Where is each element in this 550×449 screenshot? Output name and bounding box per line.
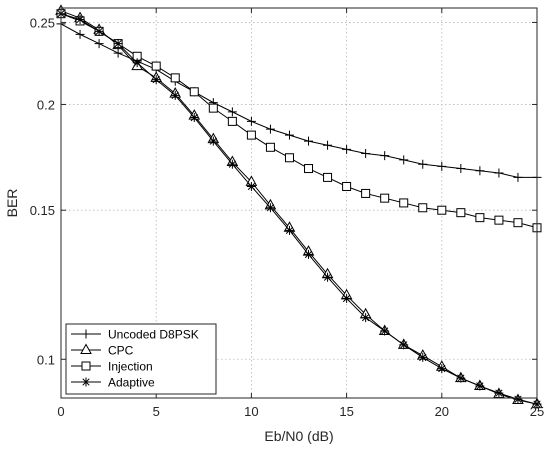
- data-point: [342, 293, 352, 303]
- data-point: [284, 130, 294, 140]
- data-point: [304, 136, 314, 146]
- data-point: [380, 193, 390, 203]
- data-point: [75, 29, 85, 39]
- x-tick-label: 5: [153, 404, 160, 419]
- y-tick-label: 0.25: [30, 15, 55, 30]
- legend-marker: [80, 343, 92, 354]
- data-point: [113, 48, 123, 58]
- data-point: [189, 113, 199, 123]
- y-axis-title: BER: [4, 189, 20, 218]
- data-point: [437, 364, 447, 374]
- x-tick-label: 0: [57, 404, 64, 419]
- series-adaptive: [56, 9, 542, 409]
- data-point: [265, 203, 275, 213]
- legend-item-uncoded-d8psk: Uncoded D8PSK: [71, 328, 199, 342]
- axis-ticks: 0 5 10 15 20 25 0.1 0.15 0.2 0.25: [30, 8, 544, 419]
- plot-frame: [60, 7, 538, 399]
- data-point: [342, 181, 352, 191]
- data-point: [151, 75, 161, 85]
- data-point: [475, 166, 485, 176]
- data-point: [94, 26, 104, 36]
- data-point: [94, 39, 104, 49]
- data-point: [170, 90, 180, 100]
- series-line: [60, 13, 538, 229]
- legend-label: Injection: [108, 360, 153, 374]
- data-point: [475, 381, 485, 391]
- data-point: [418, 352, 428, 362]
- x-axis-title: Eb/N0 (dB): [264, 428, 333, 444]
- data-point: [208, 103, 218, 113]
- data-point: [418, 159, 428, 169]
- x-tick-label: 25: [530, 404, 544, 419]
- data-point: [513, 218, 523, 228]
- data-point: [437, 161, 447, 171]
- data-point: [513, 394, 523, 404]
- data-point: [494, 168, 504, 178]
- series-group: [55, 4, 543, 409]
- data-point: [265, 142, 275, 152]
- legend-marker: [81, 329, 91, 339]
- data-point: [323, 172, 333, 182]
- data-point: [227, 159, 237, 169]
- legend-label: CPC: [108, 344, 134, 358]
- data-point: [361, 149, 371, 159]
- x-tick-label: 15: [339, 404, 353, 419]
- data-point: [75, 14, 85, 24]
- data-point: [189, 87, 199, 97]
- data-point: [132, 58, 142, 68]
- y-tick-label: 0.1: [37, 352, 55, 367]
- x-tick-label: 20: [435, 404, 449, 419]
- data-point: [494, 215, 504, 225]
- series-line: [60, 23, 537, 178]
- data-point: [475, 213, 485, 223]
- data-point: [227, 116, 237, 126]
- data-point: [418, 203, 428, 213]
- data-point: [113, 39, 123, 49]
- data-point: [399, 340, 409, 350]
- data-point: [361, 188, 371, 198]
- data-point: [323, 140, 333, 150]
- data-point: [361, 313, 371, 323]
- series-uncoded-d8psk: [56, 19, 542, 182]
- data-point: [456, 208, 466, 218]
- data-point: [265, 124, 275, 134]
- data-point: [284, 153, 294, 163]
- legend-item-injection: Injection: [71, 360, 153, 374]
- data-point: [399, 198, 409, 208]
- data-point: [456, 164, 466, 174]
- data-point: [456, 373, 466, 383]
- data-point: [494, 388, 504, 398]
- data-point: [284, 225, 294, 235]
- data-point: [532, 399, 542, 409]
- legend-marker: [81, 361, 91, 371]
- x-tick-label: 10: [244, 404, 258, 419]
- data-point: [304, 249, 314, 259]
- legend-marker: [81, 377, 91, 387]
- legend-item-cpc: CPC: [71, 343, 134, 358]
- series-injection: [56, 9, 542, 233]
- legend: Uncoded D8PSK CPC Injection Adaptive: [65, 323, 217, 395]
- data-point: [246, 116, 256, 126]
- data-point: [304, 164, 314, 174]
- legend-item-adaptive: Adaptive: [71, 376, 155, 390]
- data-point: [246, 130, 256, 140]
- data-point: [227, 107, 237, 117]
- data-point: [437, 205, 447, 215]
- legend-label: Adaptive: [108, 376, 155, 390]
- data-point: [513, 172, 523, 182]
- data-point: [342, 144, 352, 154]
- data-point: [151, 61, 161, 71]
- legend-label: Uncoded D8PSK: [108, 328, 199, 342]
- data-point: [208, 136, 218, 146]
- y-tick-label: 0.15: [30, 203, 55, 218]
- data-point: [380, 326, 390, 336]
- data-point: [399, 155, 409, 165]
- y-tick-label: 0.2: [37, 97, 55, 112]
- data-point: [170, 73, 180, 83]
- data-point: [323, 272, 333, 282]
- data-point: [380, 151, 390, 161]
- data-point: [246, 181, 256, 191]
